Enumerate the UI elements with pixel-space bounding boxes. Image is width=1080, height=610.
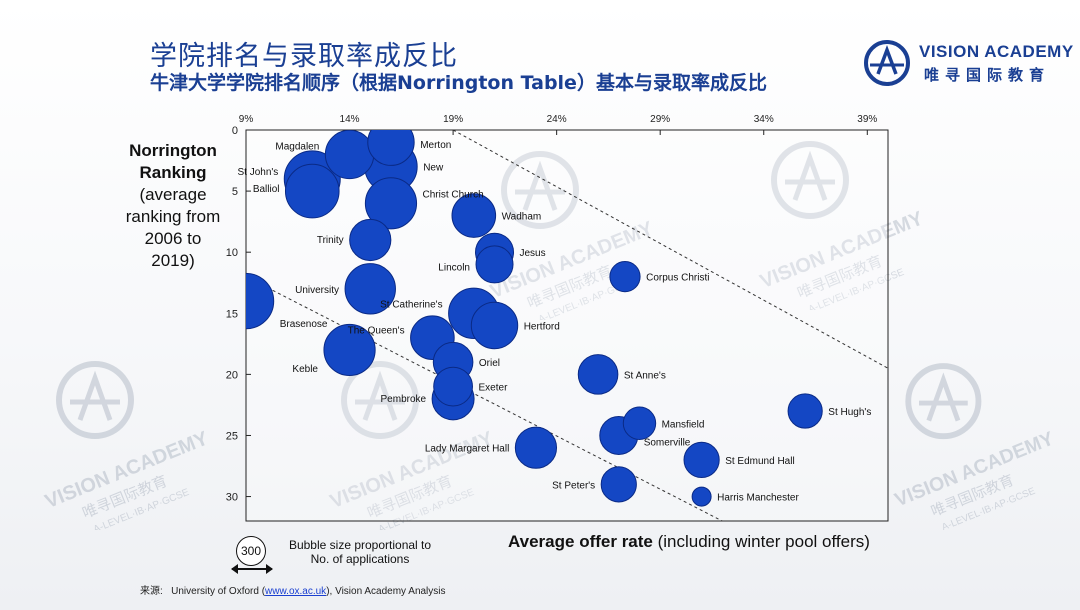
x-axis-title-bold: Average offer rate (508, 532, 653, 551)
bubble (323, 323, 376, 377)
bubble (349, 218, 392, 262)
bubble-label: Corpus Christi (646, 273, 709, 284)
y-axis-title-line2: Ranking (139, 163, 207, 182)
bubble-label: University (295, 285, 339, 296)
bubble-label: Oriel (479, 358, 500, 369)
y-tick-label: 10 (226, 247, 238, 259)
bubble-label: Brasenose (280, 319, 328, 330)
bubble-label: Balliol (253, 184, 280, 195)
bubble-label: Magdalen (275, 141, 319, 152)
x-tick-label: 24% (547, 114, 567, 125)
bubble-label: St Anne's (624, 370, 666, 381)
bubble (451, 193, 497, 238)
size-legend-line1: Bubble size proportional to (288, 538, 432, 552)
bubble-label: Pembroke (381, 394, 427, 405)
bubble (246, 272, 275, 330)
bubble (577, 354, 619, 395)
x-tick-label: 19% (443, 114, 463, 125)
bubble-label: Keble (292, 364, 318, 375)
bubble (600, 466, 637, 503)
bubble (324, 130, 375, 180)
bubble-label: Trinity (317, 235, 344, 246)
logo-name: VISION ACADEMY (919, 42, 1074, 61)
y-axis-title-line1: Norrington (129, 141, 217, 160)
size-legend-line2: No. of applications (310, 552, 410, 566)
size-legend-text: Bubble size proportional to No. of appli… (280, 538, 440, 566)
y-axis-title-line3: (average (139, 185, 207, 204)
bubble (475, 245, 514, 284)
y-tick-label: 15 (226, 308, 238, 320)
bubble-label: Hertford (524, 322, 560, 333)
x-axis-title-rest: (including winter pool offers) (652, 532, 870, 551)
guide-line (246, 276, 723, 521)
logo-chinese: 唯寻国际教育 (924, 66, 1051, 84)
y-axis-title-line5: 2006 to (144, 229, 202, 248)
bubble (683, 441, 720, 479)
guide-line (452, 130, 888, 369)
y-tick-label: 0 (232, 125, 238, 137)
bubble (364, 177, 418, 230)
y-axis-title: Norrington Ranking (average ranking from… (112, 140, 234, 272)
bubble-label: St John's (237, 167, 278, 178)
bubble (470, 301, 519, 350)
x-tick-label: 29% (650, 114, 670, 125)
slide-subtitle: 牛津大学学院排名顺序（根据Norrington Table）基本与录取率成反比 (150, 72, 767, 94)
bubble (787, 393, 823, 429)
bubble (367, 130, 415, 166)
source-note: 来源: University of Oxford (www.ox.ac.uk),… (140, 582, 446, 597)
bubble (344, 263, 396, 315)
x-tick-label: 39% (857, 114, 877, 125)
y-tick-label: 20 (226, 369, 238, 381)
bubble-label: The Queen's (348, 326, 405, 337)
bubble-label: Christ Church (423, 189, 484, 200)
bubble (514, 426, 558, 469)
bubble (609, 261, 641, 293)
slide-title: 学院排名与录取率成反比 (150, 41, 458, 72)
bubble-label: St Peter's (552, 480, 595, 491)
bubble (284, 163, 340, 219)
bubble-label: St Edmund Hall (725, 456, 794, 467)
bubble-label: Jesus (520, 248, 546, 259)
bubble-label: Lincoln (438, 262, 470, 273)
bubble-label: Mansfield (662, 419, 705, 430)
bubble-label: Harris Manchester (717, 493, 799, 504)
size-legend-arrow (231, 564, 273, 574)
x-tick-label: 14% (340, 114, 360, 125)
y-tick-label: 25 (226, 430, 238, 442)
source-prefix: 来源: (140, 586, 163, 597)
x-axis-title: Average offer rate (including winter poo… (508, 532, 870, 552)
bubble (622, 406, 657, 440)
bubble-label: Wadham (502, 212, 542, 223)
y-axis-title-line4: ranking from (125, 207, 221, 226)
bubble-label: Exeter (479, 383, 509, 394)
x-tick-label: 34% (754, 114, 774, 125)
bubble-label: Merton (420, 140, 451, 151)
bubble-label: New (423, 163, 444, 174)
y-tick-label: 30 (226, 492, 238, 504)
bubble-label: St Hugh's (828, 407, 871, 418)
logo-icon (864, 40, 910, 86)
y-tick-label: 5 (232, 186, 238, 198)
bubble-label: Lady Margaret Hall (425, 444, 509, 455)
y-axis-title-line6: 2019) (151, 251, 195, 270)
source-suffix: ), Vision Academy Analysis (326, 586, 446, 597)
source-org: University of Oxford ( (171, 586, 266, 597)
source-link[interactable]: www.ox.ac.uk (265, 586, 327, 597)
size-legend-bubble: 300 (236, 536, 266, 566)
bubble-label: St Catherine's (380, 299, 443, 310)
x-tick-label: 9% (239, 114, 254, 125)
brand-logo: VISION ACADEMY 唯寻国际教育 (862, 38, 1073, 88)
bubble (433, 366, 473, 407)
bubble (691, 486, 712, 507)
bubble-label: Somerville (644, 438, 691, 449)
